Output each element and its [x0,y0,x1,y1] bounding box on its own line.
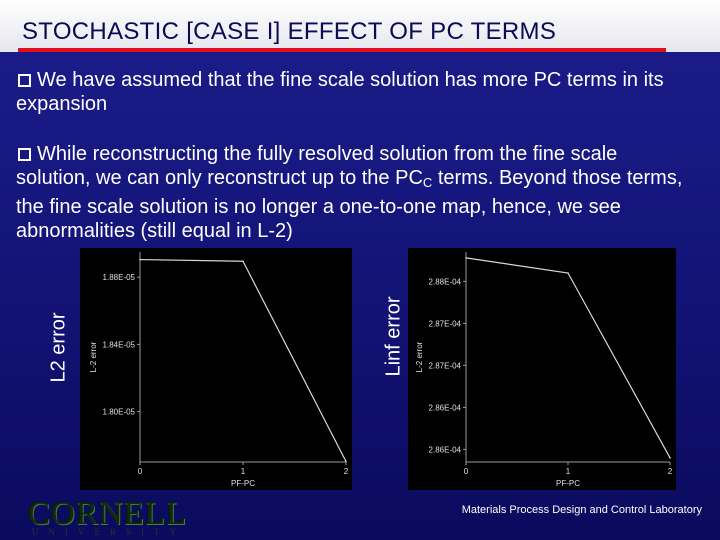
bullet-box-icon [18,74,31,87]
bullet-2-subscript: C [422,175,433,190]
y-tick-label: 1.88E-05 [103,273,136,282]
x-tick-label: 2 [344,467,349,476]
bullet-1-text: We have assumed that the fine scale solu… [16,69,664,115]
right-chart-panel: 2.88E-04 2.87E-04 2.87E-04 2.86E-04 2.86E-04… [408,248,676,490]
lab-name: Materials Process Design and Control Lab… [461,504,702,516]
left-plot-label: L2 error [47,312,70,383]
bullet-2-text-b: terms. Beyond those terms, the fine scal… [16,167,683,242]
x-tick-label: 1 [241,467,246,476]
title-rule [18,48,666,52]
y-tick-label: 2.87E-04 [429,361,462,370]
x-tick-label: 2 [668,467,673,476]
bullet-1: We have assumed that the fine scale solu… [16,68,688,116]
y-tick-label: 2.88E-04 [429,277,462,286]
y-axis-title: L-2 error [415,341,424,372]
x-axis-title: PF-PC [231,479,255,488]
cornell-logo-sub: UNIVERSITY [32,527,186,537]
bullet-box-icon [18,148,31,161]
y-axis-title: L-2 error [89,341,98,372]
cornell-logo: CORNELL [28,496,188,532]
title-bar: STOCHASTIC [CASE I] EFFECT OF PC TERMS [0,0,720,52]
data-point [465,257,467,259]
x-tick-label: 1 [566,467,571,476]
data-point [139,258,141,261]
bullet-2-text-a: While reconstructing the fully resolved … [16,143,618,189]
bullet-2: While reconstructing the fully resolved … [16,142,688,243]
y-tick-label: 2.86E-04 [429,403,462,412]
data-point [567,272,569,274]
data-point [242,260,244,263]
x-axis-title: PF-PC [556,479,580,488]
series-line [139,258,347,462]
y-tick-label: 1.84E-05 [103,340,136,349]
data-point [669,457,671,459]
right-chart: 2.88E-04 2.87E-04 2.87E-04 2.86E-04 2.86E-04… [415,252,673,488]
x-tick-label: 0 [464,467,469,476]
y-tick-label: 2.87E-04 [429,319,462,328]
right-plot-label: Linf error [382,296,405,377]
left-chart-panel: 1.88E-05 1.84E-05 1.80E-05 0 1 2 L-2 error PF-P… [80,248,352,490]
left-chart: 1.88E-05 1.84E-05 1.80E-05 0 1 2 L-2 error PF-P… [89,252,349,488]
y-tick-label: 2.86E-04 [429,445,462,454]
x-tick-label: 0 [138,467,143,476]
series-line [465,257,671,459]
data-point [345,460,347,463]
slide-title: STOCHASTIC [CASE I] EFFECT OF PC TERMS [22,18,557,45]
y-tick-label: 1.80E-05 [103,408,136,417]
